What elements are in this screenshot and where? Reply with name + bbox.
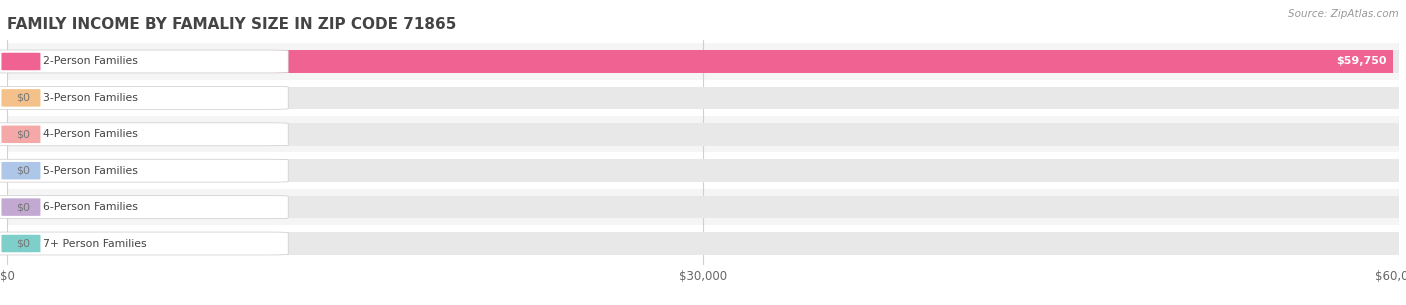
Text: $0: $0 [17,202,31,212]
Bar [7,152,1399,189]
Text: Source: ZipAtlas.com: Source: ZipAtlas.com [1288,9,1399,19]
Bar [7,50,1399,73]
Text: 2-Person Families: 2-Person Families [44,56,138,66]
Text: 7+ Person Families: 7+ Person Families [44,239,146,249]
Text: $0: $0 [17,166,31,176]
Bar [7,87,1399,109]
Text: $0: $0 [17,129,31,139]
Bar [7,80,1399,116]
Text: 4-Person Families: 4-Person Families [44,129,138,139]
Bar [7,50,1393,73]
Bar [7,225,1399,262]
Bar [7,43,1399,80]
Bar [7,232,1399,255]
Text: $59,750: $59,750 [1336,56,1386,66]
Text: 3-Person Families: 3-Person Families [44,93,138,103]
FancyBboxPatch shape [0,123,288,146]
FancyBboxPatch shape [0,86,288,109]
FancyBboxPatch shape [1,89,41,107]
FancyBboxPatch shape [1,162,41,179]
Bar [7,123,1399,145]
Bar [7,196,1399,218]
FancyBboxPatch shape [1,198,41,216]
Bar [7,189,1399,225]
Bar [7,116,1399,152]
Text: 5-Person Families: 5-Person Families [44,166,138,176]
FancyBboxPatch shape [0,196,288,219]
FancyBboxPatch shape [1,53,41,70]
Text: FAMILY INCOME BY FAMALIY SIZE IN ZIP CODE 71865: FAMILY INCOME BY FAMALIY SIZE IN ZIP COD… [7,16,457,31]
Bar [7,160,1399,182]
FancyBboxPatch shape [0,159,288,182]
FancyBboxPatch shape [1,126,41,143]
FancyBboxPatch shape [0,50,288,73]
FancyBboxPatch shape [0,232,288,255]
Text: $0: $0 [17,239,31,249]
Text: 6-Person Families: 6-Person Families [44,202,138,212]
FancyBboxPatch shape [1,235,41,252]
Text: $0: $0 [17,93,31,103]
